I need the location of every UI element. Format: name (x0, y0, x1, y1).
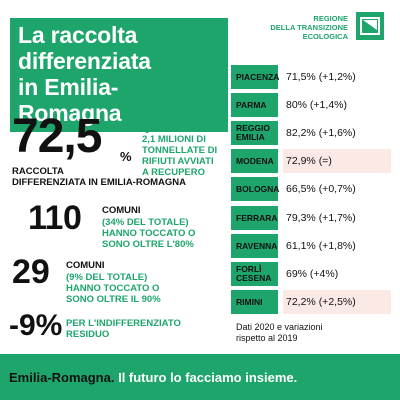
province-value: 71,5% (+1,2%) (286, 71, 356, 83)
province-value: 79,3% (+1,7%) (286, 212, 356, 224)
main-note-line-1: (+1,6%) CON (142, 112, 200, 123)
slogan-bar: Emilia-Romagna. Il futuro lo facciamo in… (0, 354, 400, 400)
region-brand-line-3: ECOLOGICA (302, 32, 348, 41)
region-brand-line-1: REGIONE (313, 14, 348, 23)
table-row: BOLOGNA 66,5% (+0,7%) (231, 177, 391, 201)
table-row: RIMINI 72,2% (+2,5%) (231, 290, 391, 314)
title-line-1: La raccolta (18, 22, 138, 48)
table-row: PIACENZA 71,5% (+1,2%) (231, 65, 391, 89)
main-label-line-2: DIFFERENZIATA IN EMILIA-ROMAGNA (12, 177, 186, 188)
slogan-brand: Emilia-Romagna. (9, 370, 115, 385)
table-row: FERRARA 79,3% (+1,7%) (231, 206, 391, 230)
table-row: REGGIO EMILIA 82,2% (+1,6%) (231, 121, 391, 145)
indiff-note-line-1: PER L'INDIFFERENZIATO (66, 318, 181, 329)
province-value: 80% (+1,4%) (286, 99, 347, 111)
slogan: Emilia-Romagna. Il futuro lo facciamo in… (9, 370, 297, 385)
table-row: PARMA 80% (+1,4%) (231, 93, 391, 117)
main-note-line-6: A RECUPERO (142, 167, 205, 178)
slogan-text: Il futuro lo facciamo insieme. (114, 370, 298, 385)
province-name: RAVENNA (231, 234, 278, 258)
province-value: 72,9% (=) (283, 149, 391, 173)
region-brand-line-2: DELLA TRANSIZIONE (270, 23, 348, 32)
table-row: FORLÌ CESENA 69% (+4%) (231, 262, 391, 286)
main-note-line-2: QUASI (142, 123, 173, 134)
main-stat-unit: % (120, 149, 132, 164)
province-name: FERRARA (231, 206, 278, 230)
footnote-line-1: Dati 2020 e variazioni (236, 322, 323, 332)
comuni-80-note-line-3: SONO OLTRE L'80% (102, 239, 194, 250)
province-name: RIMINI (231, 290, 278, 314)
main-label-line-1: RACCOLTA (12, 166, 64, 177)
province-name: MODENA (231, 149, 278, 173)
comuni-80-note-line-1: (34% DEL TOTALE) (102, 217, 189, 228)
title-line-3: in Emilia-Romagna (18, 74, 122, 126)
flag-logo-icon (356, 12, 384, 40)
indifferenziato-value: -9% (9, 309, 63, 342)
comuni-90-note: (9% DEL TOTALE) HANNO TOCCATO O SONO OLT… (66, 272, 226, 305)
province-table: PIACENZA 71,5% (+1,2%) PARMA 80% (+1,4%)… (231, 60, 391, 314)
province-name: BOLOGNA (231, 177, 279, 201)
province-name: FORLÌ CESENA (231, 262, 278, 286)
main-note-line-3: 2,1 MILIONI DI (142, 134, 206, 145)
province-name: PARMA (231, 93, 278, 117)
province-value: 66,5% (+0,7%) (286, 183, 356, 195)
main-note-line-4: TONNELLATE DI (142, 145, 218, 156)
comuni-90-label: COMUNI (66, 260, 105, 271)
indiff-note-line-2: RESIDUO (66, 329, 110, 340)
main-stat-label: RACCOLTA DIFFERENZIATA IN EMILIA-ROMAGNA (12, 166, 232, 188)
province-name: PIACENZA (231, 65, 279, 89)
province-value: 61,1% (+1,8%) (286, 240, 356, 252)
province-value: 72,2% (+2,5%) (283, 290, 391, 314)
comuni-90-note-line-3: SONO OLTRE IL 90% (66, 294, 161, 305)
comuni-90-value: 29 (12, 253, 50, 291)
title-line-2: differenziata (18, 48, 151, 74)
data-footnote: Dati 2020 e variazioni rispetto al 2019 (236, 322, 386, 344)
main-stat-value: 72,5 (12, 110, 102, 163)
table-row: MODENA 72,9% (=) (231, 149, 391, 173)
table-row: RAVENNA 61,1% (+1,8%) (231, 234, 391, 258)
footnote-line-2: rispetto al 2019 (236, 333, 298, 343)
comuni-80-note: (34% DEL TOTALE) HANNO TOCCATO O SONO OL… (102, 217, 227, 250)
comuni-80-value: 110 (28, 199, 82, 237)
province-value: 82,2% (+1,6%) (286, 127, 356, 139)
main-note-line-5: RIFIUTI AVVIATI (142, 156, 214, 167)
comuni-90-note-line-1: (9% DEL TOTALE) (66, 272, 148, 283)
comuni-90-note-line-2: HANNO TOCCATO O (66, 283, 160, 294)
region-brand: REGIONE DELLA TRANSIZIONE ECOLOGICA (256, 14, 348, 41)
page-title: La raccolta differenziata in Emilia-Roma… (10, 18, 228, 132)
province-value: 69% (+4%) (286, 268, 339, 280)
comuni-80-note-line-2: HANNO TOCCATO O (102, 228, 196, 239)
indifferenziato-note: PER L'INDIFFERENZIATO RESIDUO (66, 318, 226, 340)
comuni-80-label: COMUNI (102, 205, 141, 216)
province-name: REGGIO EMILIA (231, 121, 278, 145)
main-stat-note: (+1,6%) CON QUASI 2,1 MILIONI DI TONNELL… (142, 112, 230, 178)
